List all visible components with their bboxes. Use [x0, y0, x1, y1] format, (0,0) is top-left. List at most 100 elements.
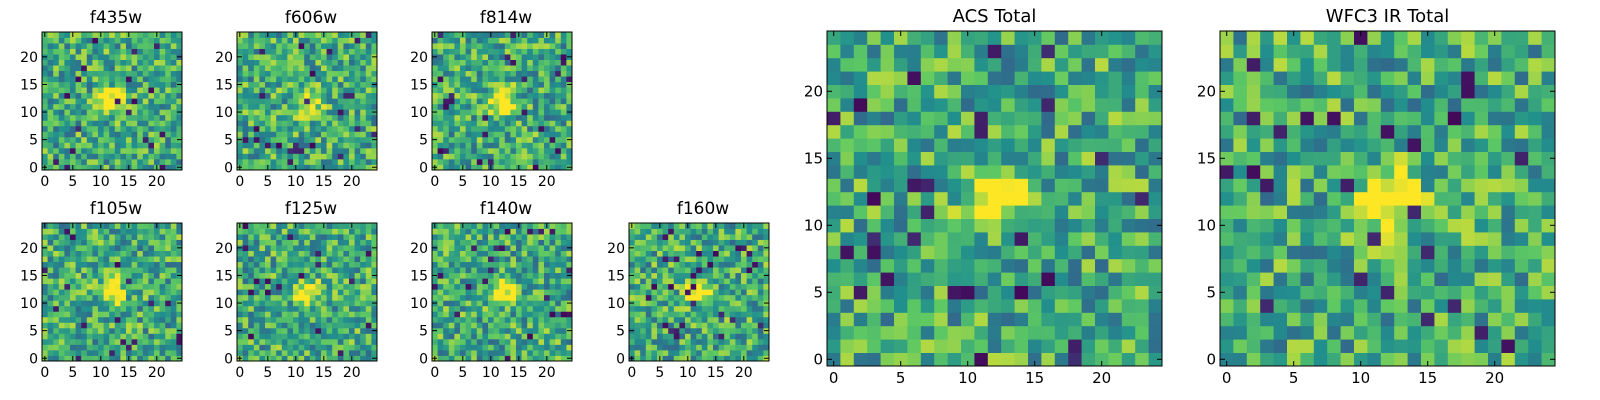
heatmap-cell [349, 147, 355, 154]
heatmap-cell [532, 43, 539, 49]
heatmap-cell [555, 272, 562, 279]
x-tick-label: 10 [482, 174, 500, 190]
heatmap-cell [920, 205, 935, 219]
heatmap-cell [752, 338, 759, 345]
heatmap-cell [349, 289, 355, 296]
heatmap-cell [109, 109, 116, 116]
heatmap-cell [538, 223, 545, 229]
heatmap-cell [668, 283, 675, 290]
heatmap-cell [343, 305, 350, 312]
heatmap-cell [47, 305, 54, 312]
heatmap-cell [154, 59, 160, 66]
heatmap-cell [64, 223, 71, 229]
heatmap-cell [521, 300, 528, 307]
heatmap-cell [521, 250, 528, 257]
heatmap-cell [64, 48, 71, 55]
heatmap-cell [337, 147, 344, 154]
heatmap-cell [81, 76, 88, 83]
heatmap-cell [634, 245, 641, 251]
heatmap-cell [443, 76, 450, 83]
heatmap-cell [1148, 299, 1163, 313]
heatmap-cell [1068, 272, 1082, 286]
heatmap-cell [538, 70, 545, 77]
heatmap-cell [248, 147, 255, 154]
heatmap-cell [337, 114, 344, 121]
heatmap-cell [1135, 272, 1149, 286]
heatmap-cell [293, 109, 299, 116]
heatmap-cell [315, 131, 322, 138]
heatmap-cell [510, 289, 517, 296]
heatmap-cell [47, 344, 54, 351]
heatmap-cell [746, 272, 753, 279]
heatmap-cell [92, 142, 99, 149]
heatmap-cell [544, 76, 550, 83]
heatmap-cell [651, 272, 658, 279]
heatmap-cell [176, 316, 183, 323]
heatmap-cell [493, 239, 500, 246]
heatmap-cell [58, 103, 65, 110]
heatmap-cell [92, 43, 99, 49]
heatmap-cell [718, 333, 725, 340]
heatmap-cell [476, 109, 483, 116]
heatmap-cell [237, 250, 243, 257]
heatmap-cell [521, 338, 528, 345]
heatmap-cell [103, 223, 110, 229]
heatmap-cell [729, 228, 736, 235]
heatmap-cell [58, 37, 65, 44]
heatmap-cell [1028, 191, 1042, 206]
heatmap-cell [360, 349, 367, 356]
heatmap-cell [371, 131, 378, 138]
heatmap-cell [64, 131, 71, 138]
heatmap-cell [471, 136, 478, 143]
heatmap-cell [165, 147, 172, 154]
axes-frame [628, 222, 770, 362]
heatmap-cell [488, 125, 494, 132]
heatmap-cell [349, 153, 355, 160]
heatmap-cell [701, 338, 708, 345]
heatmap-cell [237, 70, 243, 77]
heatmap-cell [237, 125, 243, 132]
heatmap-cell [471, 109, 478, 116]
heatmap-cell [53, 70, 60, 77]
heatmap-cell [58, 81, 65, 88]
heatmap-cell [126, 294, 132, 301]
heatmap-cell [343, 153, 350, 160]
heatmap-cell [1148, 218, 1163, 233]
axes-frame [431, 222, 573, 362]
heatmap-cell [448, 59, 455, 66]
heatmap-cell [98, 120, 104, 127]
heatmap-cell [516, 142, 522, 149]
heatmap-cell [253, 344, 260, 351]
heatmap-cell [729, 256, 736, 263]
heatmap-cell [493, 289, 500, 296]
heatmap-cell [544, 103, 550, 110]
heatmap-cell [482, 272, 489, 279]
heatmap-cell [298, 142, 305, 149]
heatmap-cell [729, 267, 736, 274]
heatmap-cell [673, 327, 680, 334]
heatmap-cell [349, 109, 355, 116]
heatmap-cell [651, 283, 658, 290]
heatmap-cell [120, 142, 127, 149]
heatmap-cell [454, 333, 461, 340]
heatmap-cell [53, 294, 60, 301]
heatmap-cell [337, 70, 344, 77]
heatmap-cell [488, 250, 494, 257]
heatmap-cell [53, 355, 60, 362]
heatmap-cell [757, 294, 764, 301]
heatmap-cell [880, 352, 895, 367]
heatmap-cell [1054, 285, 1069, 300]
heatmap-cell [75, 114, 82, 121]
heatmap-cell [493, 131, 500, 138]
heatmap-cell [148, 289, 155, 296]
heatmap-cell [566, 344, 573, 351]
heatmap-cell [741, 239, 747, 246]
heatmap-cell [137, 48, 144, 55]
heatmap-cell [148, 37, 155, 44]
heatmap-cell [454, 120, 461, 127]
heatmap-cell [92, 136, 99, 143]
heatmap-cell [371, 92, 378, 99]
heatmap-cell [354, 338, 361, 345]
heatmap-cell [293, 92, 299, 99]
heatmap-cell [293, 103, 299, 110]
